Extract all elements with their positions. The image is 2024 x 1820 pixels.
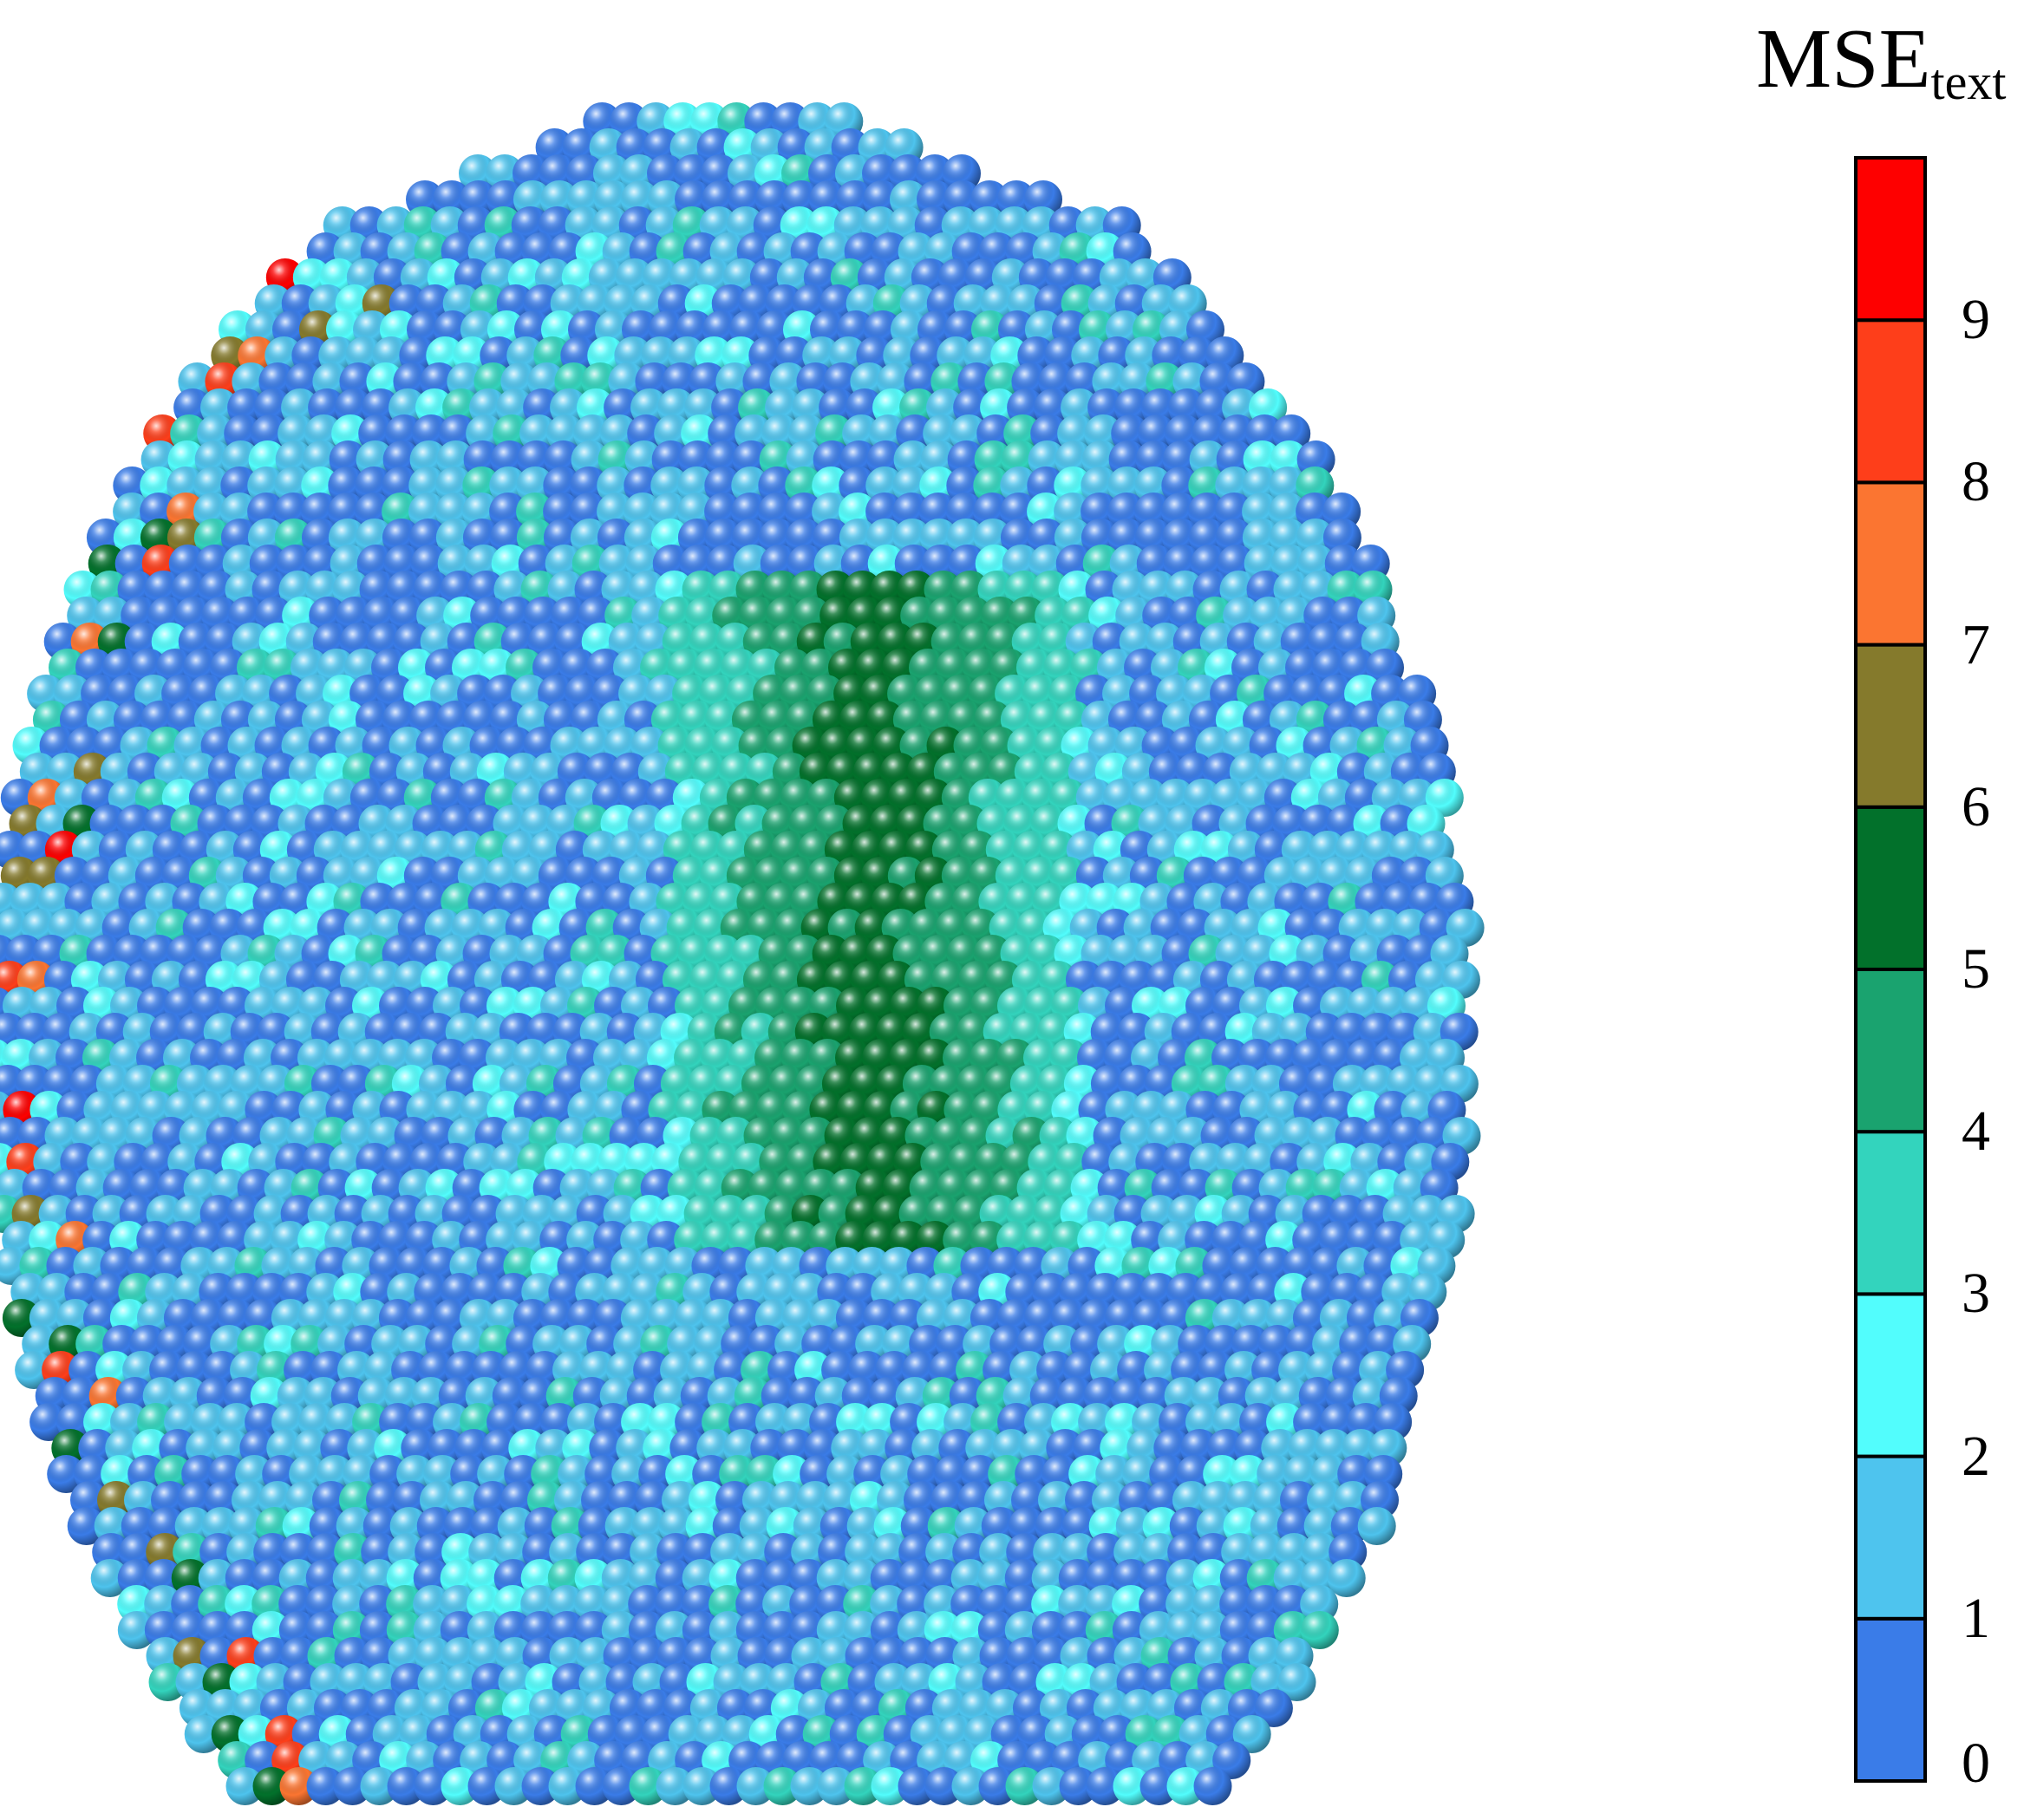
particle-cloud xyxy=(0,102,1485,1805)
